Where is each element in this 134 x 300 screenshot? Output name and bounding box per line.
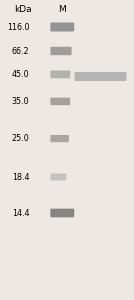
FancyBboxPatch shape [50,22,74,32]
FancyBboxPatch shape [50,135,69,142]
Text: kDa: kDa [14,4,32,14]
FancyBboxPatch shape [50,98,70,105]
Text: 18.4: 18.4 [12,172,29,182]
Text: M: M [58,4,66,14]
FancyBboxPatch shape [50,209,74,217]
Text: 66.2: 66.2 [12,46,29,56]
FancyBboxPatch shape [50,70,70,78]
FancyBboxPatch shape [50,47,72,55]
Text: 25.0: 25.0 [12,134,29,143]
Text: 116.0: 116.0 [7,22,29,32]
Text: 35.0: 35.0 [12,97,29,106]
Text: 14.4: 14.4 [12,208,29,217]
Text: 45.0: 45.0 [12,70,29,79]
FancyBboxPatch shape [50,173,66,181]
FancyBboxPatch shape [75,72,126,81]
